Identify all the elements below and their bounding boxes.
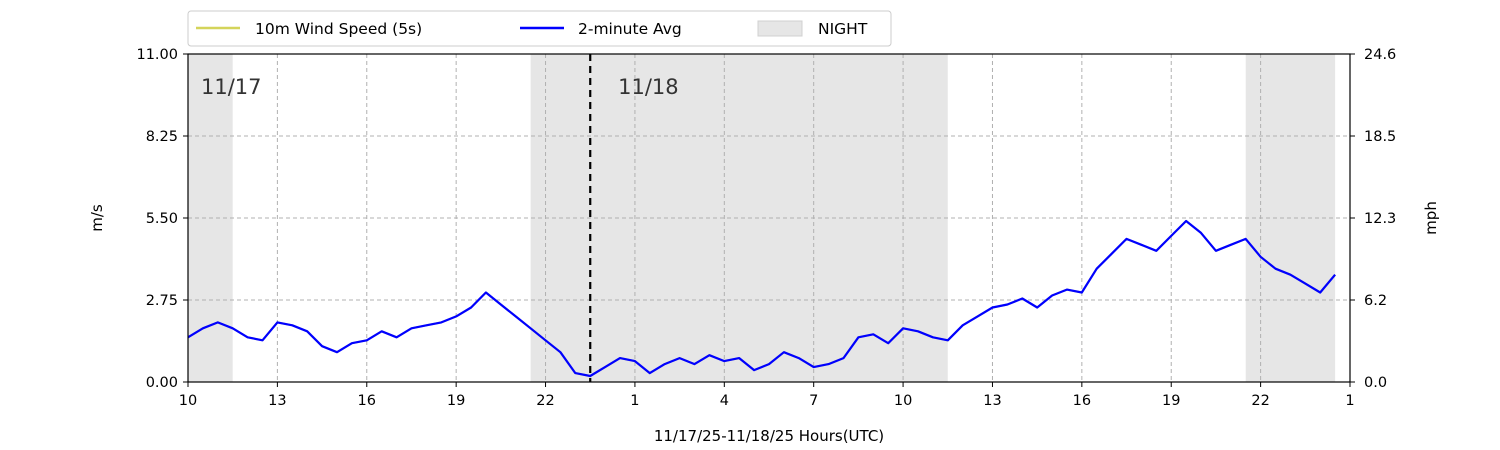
day-label-0: 11/17 [201, 75, 262, 99]
x-tick-label-3: 19 [447, 393, 465, 409]
x-tick-label-12: 22 [1251, 393, 1269, 409]
x-axis-ticks: 10 13 16 19 22 1 4 7 10 13 16 19 22 1 [179, 382, 1355, 409]
x-tick-label-4: 22 [536, 393, 554, 409]
y-right-tick-label-1: 6.2 [1364, 293, 1387, 309]
y-tick-label-0: 0.00 [146, 375, 178, 391]
x-tick-label-1: 13 [268, 393, 286, 409]
x-tick-label-7: 7 [809, 393, 818, 409]
night-shading-layer [188, 54, 1336, 382]
x-tick-label-6: 4 [720, 393, 729, 409]
y-tick-label-2: 5.50 [146, 211, 178, 227]
y-right-tick-label-4: 24.6 [1364, 47, 1396, 63]
x-tick-label-10: 16 [1073, 393, 1091, 409]
y-right-tick-label-0: 0.0 [1364, 375, 1387, 391]
legend-night-label: NIGHT [818, 20, 868, 38]
y-axis-title: m/s [88, 204, 106, 232]
x-tick-label-2: 16 [358, 393, 376, 409]
y-tick-label-4: 11.00 [136, 47, 178, 63]
legend-avg-label: 2-minute Avg [578, 20, 682, 38]
x-tick-label-8: 10 [894, 393, 912, 409]
y-tick-label-3: 8.25 [146, 129, 178, 145]
x-tick-label-9: 13 [983, 393, 1001, 409]
day-labels: 11/17 11/18 [201, 75, 679, 99]
y-tick-label-1: 2.75 [146, 293, 178, 309]
legend-raw-label: 10m Wind Speed (5s) [255, 20, 422, 38]
x-tick-label-0: 10 [179, 393, 197, 409]
x-axis-title: 11/17/25-11/18/25 Hours(UTC) [654, 427, 884, 445]
x-tick-label-13: 1 [1345, 393, 1354, 409]
night-band-1 [530, 54, 948, 382]
x-tick-label-5: 1 [630, 393, 639, 409]
series-layer [187, 219, 1336, 378]
day-label-1: 11/18 [618, 75, 679, 99]
y-right-axis-title: mph [1422, 201, 1440, 235]
series-line-1 [187, 219, 1336, 378]
y-right-tick-label-2: 12.3 [1364, 211, 1396, 227]
y-axis-ticks: 0.00 2.75 5.50 8.25 11.00 [136, 47, 188, 391]
legend-night-swatch [757, 20, 803, 37]
legend: 10m Wind Speed (5s) 2-minute Avg NIGHT [187, 10, 892, 47]
x-tick-label-11: 19 [1162, 393, 1180, 409]
y-right-axis-ticks: 0.0 6.2 12.3 18.5 24.6 [1350, 47, 1396, 391]
y-right-tick-label-3: 18.5 [1364, 129, 1396, 145]
